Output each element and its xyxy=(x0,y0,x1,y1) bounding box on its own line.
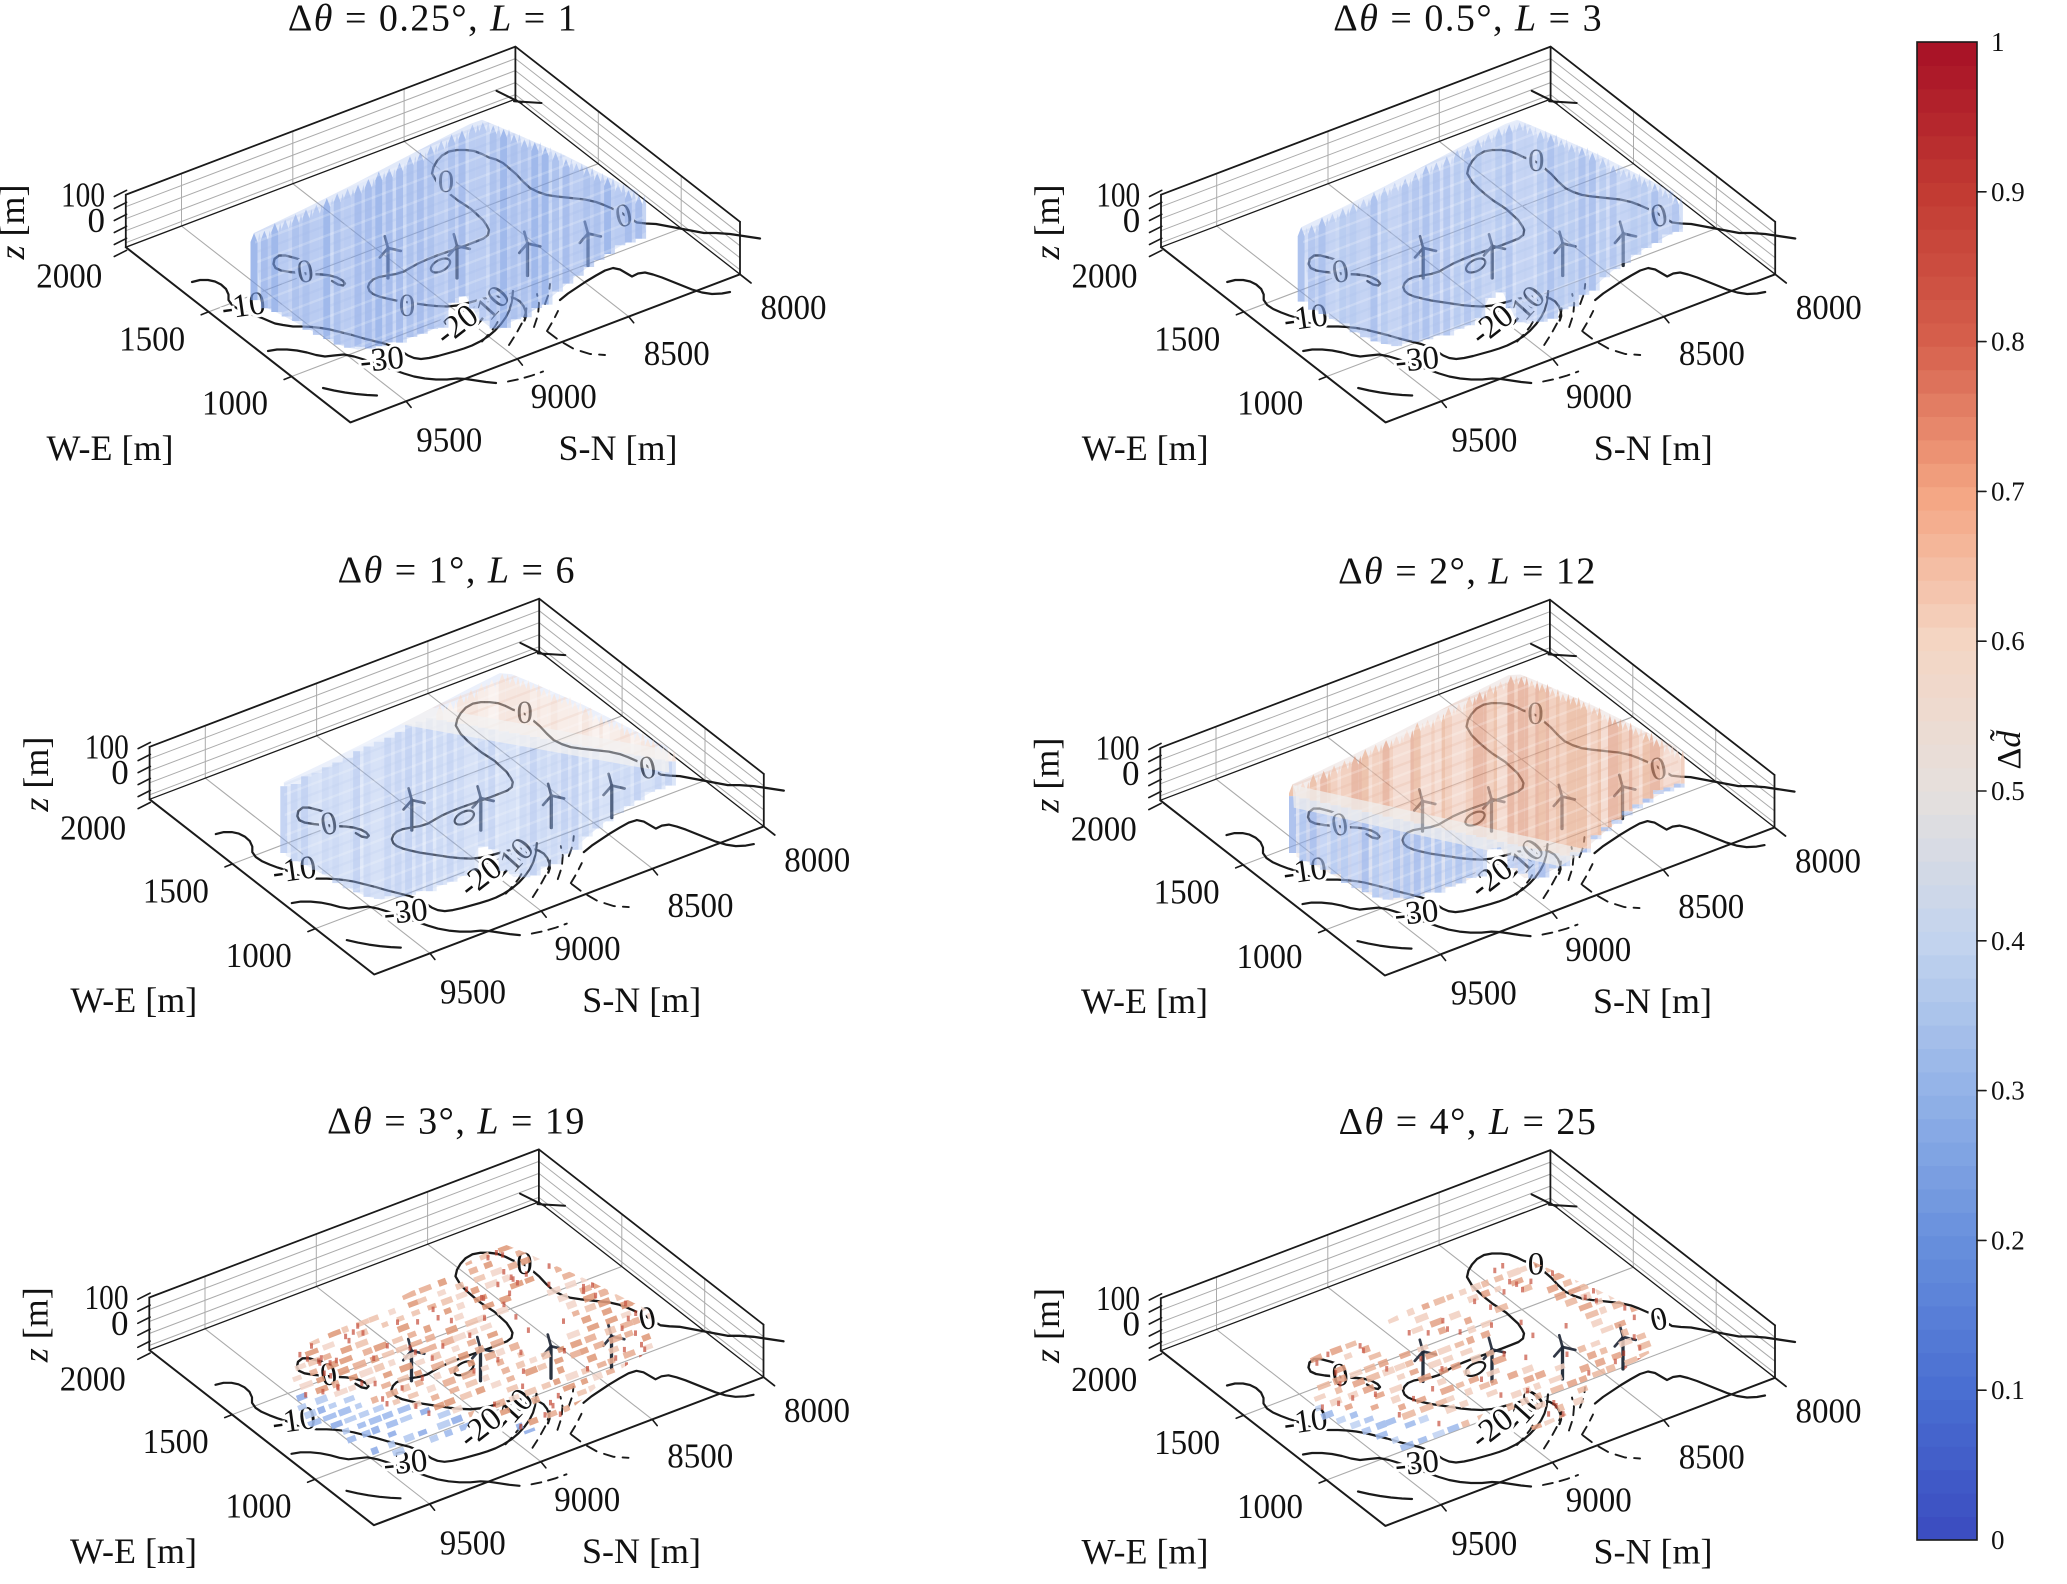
svg-text:0.9: 0.9 xyxy=(1991,177,2025,207)
svg-text:Δθ = 2°, L = 12: Δθ = 2°, L = 12 xyxy=(1338,551,1597,593)
svg-text:0.6: 0.6 xyxy=(1991,626,2025,656)
svg-text:0.4: 0.4 xyxy=(1991,926,2025,956)
svg-text:-30: -30 xyxy=(1393,340,1441,380)
svg-text:0.3: 0.3 xyxy=(1991,1076,2025,1106)
svg-text:0.8: 0.8 xyxy=(1991,327,2025,357)
svg-text:Δθ = 4°, L = 25: Δθ = 4°, L = 25 xyxy=(1339,1101,1598,1143)
svg-text:Δd̃: Δd̃ xyxy=(1989,729,2028,769)
svg-text:0.1: 0.1 xyxy=(1991,1375,2025,1405)
svg-text:Δθ = 0.25°, L = 1: Δθ = 0.25°, L = 1 xyxy=(288,0,578,40)
svg-text:0: 0 xyxy=(1991,1525,2005,1555)
svg-text:-30: -30 xyxy=(1393,893,1441,933)
svg-text:0.5: 0.5 xyxy=(1991,776,2025,806)
svg-text:Δθ = 1°, L = 6: Δθ = 1°, L = 6 xyxy=(338,550,576,592)
svg-text:-30: -30 xyxy=(1393,1443,1441,1483)
svg-text:-30: -30 xyxy=(382,892,430,932)
svg-text:0.7: 0.7 xyxy=(1991,476,2025,506)
svg-text:-30: -30 xyxy=(382,1443,430,1483)
svg-text:0.2: 0.2 xyxy=(1991,1225,2025,1255)
svg-text:Δθ = 0.5°, L = 3: Δθ = 0.5°, L = 3 xyxy=(1333,0,1603,40)
svg-text:Δθ = 3°, L = 19: Δθ = 3°, L = 19 xyxy=(327,1100,586,1142)
svg-text:1: 1 xyxy=(1991,27,2005,57)
